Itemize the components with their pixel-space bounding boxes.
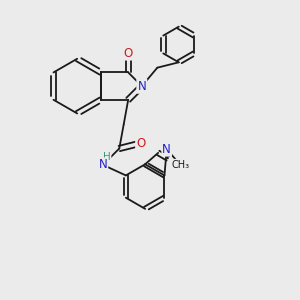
Text: O: O	[124, 46, 133, 60]
Text: H: H	[103, 152, 110, 162]
Text: O: O	[136, 137, 145, 150]
Text: N: N	[162, 143, 171, 156]
Text: N: N	[99, 158, 107, 171]
Text: N: N	[137, 80, 146, 93]
Text: N: N	[137, 80, 146, 93]
Text: CH₃: CH₃	[171, 160, 189, 170]
